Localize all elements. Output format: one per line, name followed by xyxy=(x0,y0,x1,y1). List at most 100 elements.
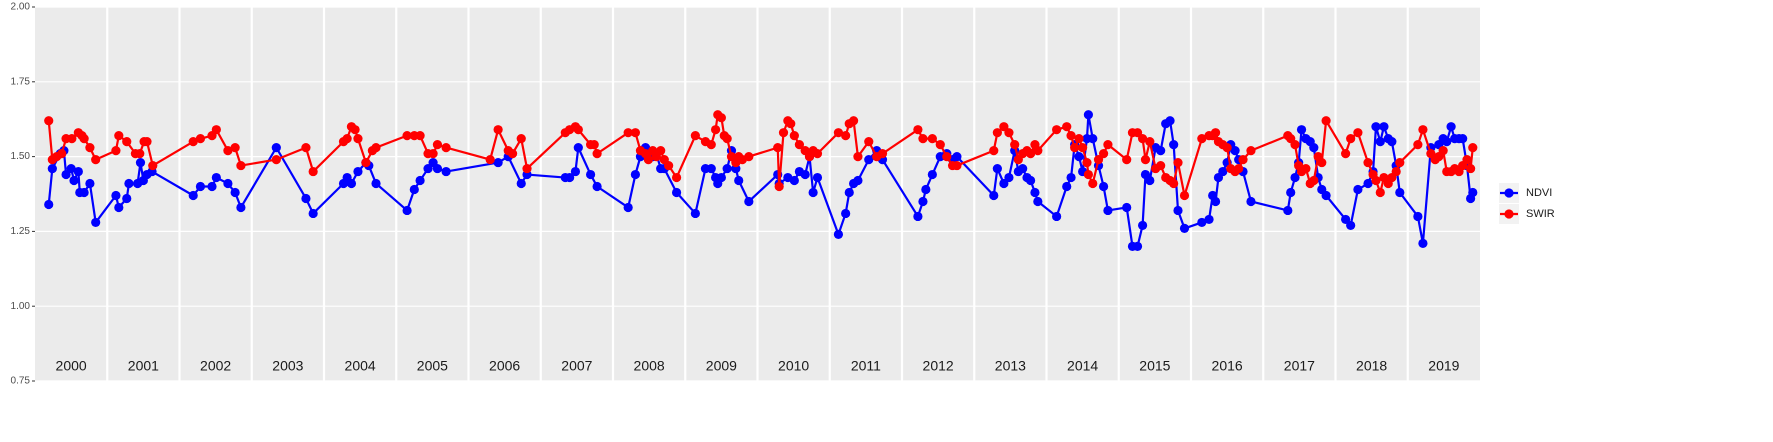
data-point xyxy=(507,149,518,159)
data-point xyxy=(485,154,495,165)
data-point xyxy=(353,166,363,177)
year-label: 2015 xyxy=(1139,358,1170,374)
data-point xyxy=(1418,238,1428,248)
data-point xyxy=(1132,128,1143,138)
data-point xyxy=(848,116,859,126)
year-label: 2008 xyxy=(634,358,665,374)
data-point xyxy=(114,202,124,213)
data-point xyxy=(91,217,101,228)
data-point xyxy=(1098,181,1109,192)
year-label: 2012 xyxy=(923,358,954,374)
data-point xyxy=(722,163,732,174)
data-point xyxy=(1074,152,1084,162)
data-point xyxy=(402,205,412,216)
data-point xyxy=(122,193,132,204)
data-point xyxy=(516,178,526,189)
data-point xyxy=(1371,175,1381,186)
data-point xyxy=(952,152,962,162)
data-point xyxy=(589,140,599,150)
data-point xyxy=(1234,163,1244,174)
year-label: 2000 xyxy=(56,358,87,374)
data-point xyxy=(706,140,716,150)
data-point xyxy=(706,163,716,174)
data-point xyxy=(1363,157,1373,168)
data-point xyxy=(1363,178,1373,189)
data-point xyxy=(301,193,311,204)
data-point xyxy=(111,146,121,156)
data-point xyxy=(570,166,581,177)
data-point xyxy=(223,146,233,156)
year-label: 2016 xyxy=(1212,358,1243,374)
legend: NDVI SWIR xyxy=(1499,183,1555,224)
data-point xyxy=(989,190,999,201)
data-point xyxy=(371,143,381,153)
data-point xyxy=(1413,140,1423,150)
data-point xyxy=(1290,140,1300,150)
data-point xyxy=(710,125,721,135)
data-point xyxy=(1179,223,1190,234)
data-point xyxy=(1446,122,1456,132)
y-tick-label: 0.75 xyxy=(11,376,31,387)
data-point xyxy=(67,134,77,144)
series-line xyxy=(47,113,1474,248)
data-point xyxy=(1173,157,1183,168)
data-point xyxy=(423,163,433,174)
legend-point xyxy=(1504,188,1514,198)
data-point xyxy=(1458,134,1468,144)
data-point xyxy=(1052,211,1062,222)
year-label: 2010 xyxy=(778,358,809,374)
data-point xyxy=(744,196,754,207)
data-point xyxy=(1438,146,1448,156)
data-point xyxy=(1341,149,1351,159)
data-point xyxy=(1230,146,1240,156)
data-point xyxy=(271,154,281,165)
data-point xyxy=(230,143,240,153)
data-point xyxy=(918,134,928,144)
data-point xyxy=(1468,187,1478,198)
data-point xyxy=(1341,214,1351,225)
data-point xyxy=(812,149,823,159)
data-point xyxy=(1395,187,1405,198)
data-point xyxy=(1346,220,1356,231)
data-point xyxy=(69,175,79,186)
data-point xyxy=(1173,205,1183,216)
data-point xyxy=(1466,163,1476,174)
data-point xyxy=(643,154,654,165)
data-point xyxy=(1286,187,1296,198)
data-point xyxy=(778,128,789,138)
data-point xyxy=(833,229,844,239)
data-point xyxy=(1371,122,1381,132)
data-point xyxy=(671,172,682,183)
data-point xyxy=(592,149,602,159)
data-point xyxy=(1197,217,1207,228)
data-point xyxy=(1122,202,1132,213)
data-point xyxy=(1413,211,1423,222)
data-point xyxy=(1442,137,1452,147)
legend-point xyxy=(1504,209,1514,219)
data-point xyxy=(516,134,526,144)
data-point xyxy=(1418,125,1428,135)
data-point xyxy=(942,152,952,162)
data-point xyxy=(1103,205,1113,216)
data-point xyxy=(301,143,311,153)
data-point xyxy=(415,175,425,186)
data-point xyxy=(853,175,863,186)
data-point xyxy=(432,140,443,150)
data-point xyxy=(211,125,221,135)
data-point xyxy=(999,122,1009,132)
year-label: 2017 xyxy=(1284,358,1315,374)
data-point xyxy=(1078,143,1088,153)
data-point xyxy=(853,152,863,162)
data-point xyxy=(935,140,945,150)
data-point xyxy=(79,134,89,144)
data-point xyxy=(1179,190,1190,201)
y-tick-label: 1.50 xyxy=(11,151,31,162)
data-point xyxy=(230,187,240,198)
data-point xyxy=(1375,187,1385,198)
data-point xyxy=(1088,178,1098,189)
data-point xyxy=(44,199,54,210)
data-point xyxy=(586,169,596,180)
y-tick-label: 1.25 xyxy=(11,226,31,237)
data-point xyxy=(1353,128,1363,138)
data-point xyxy=(1010,140,1020,150)
